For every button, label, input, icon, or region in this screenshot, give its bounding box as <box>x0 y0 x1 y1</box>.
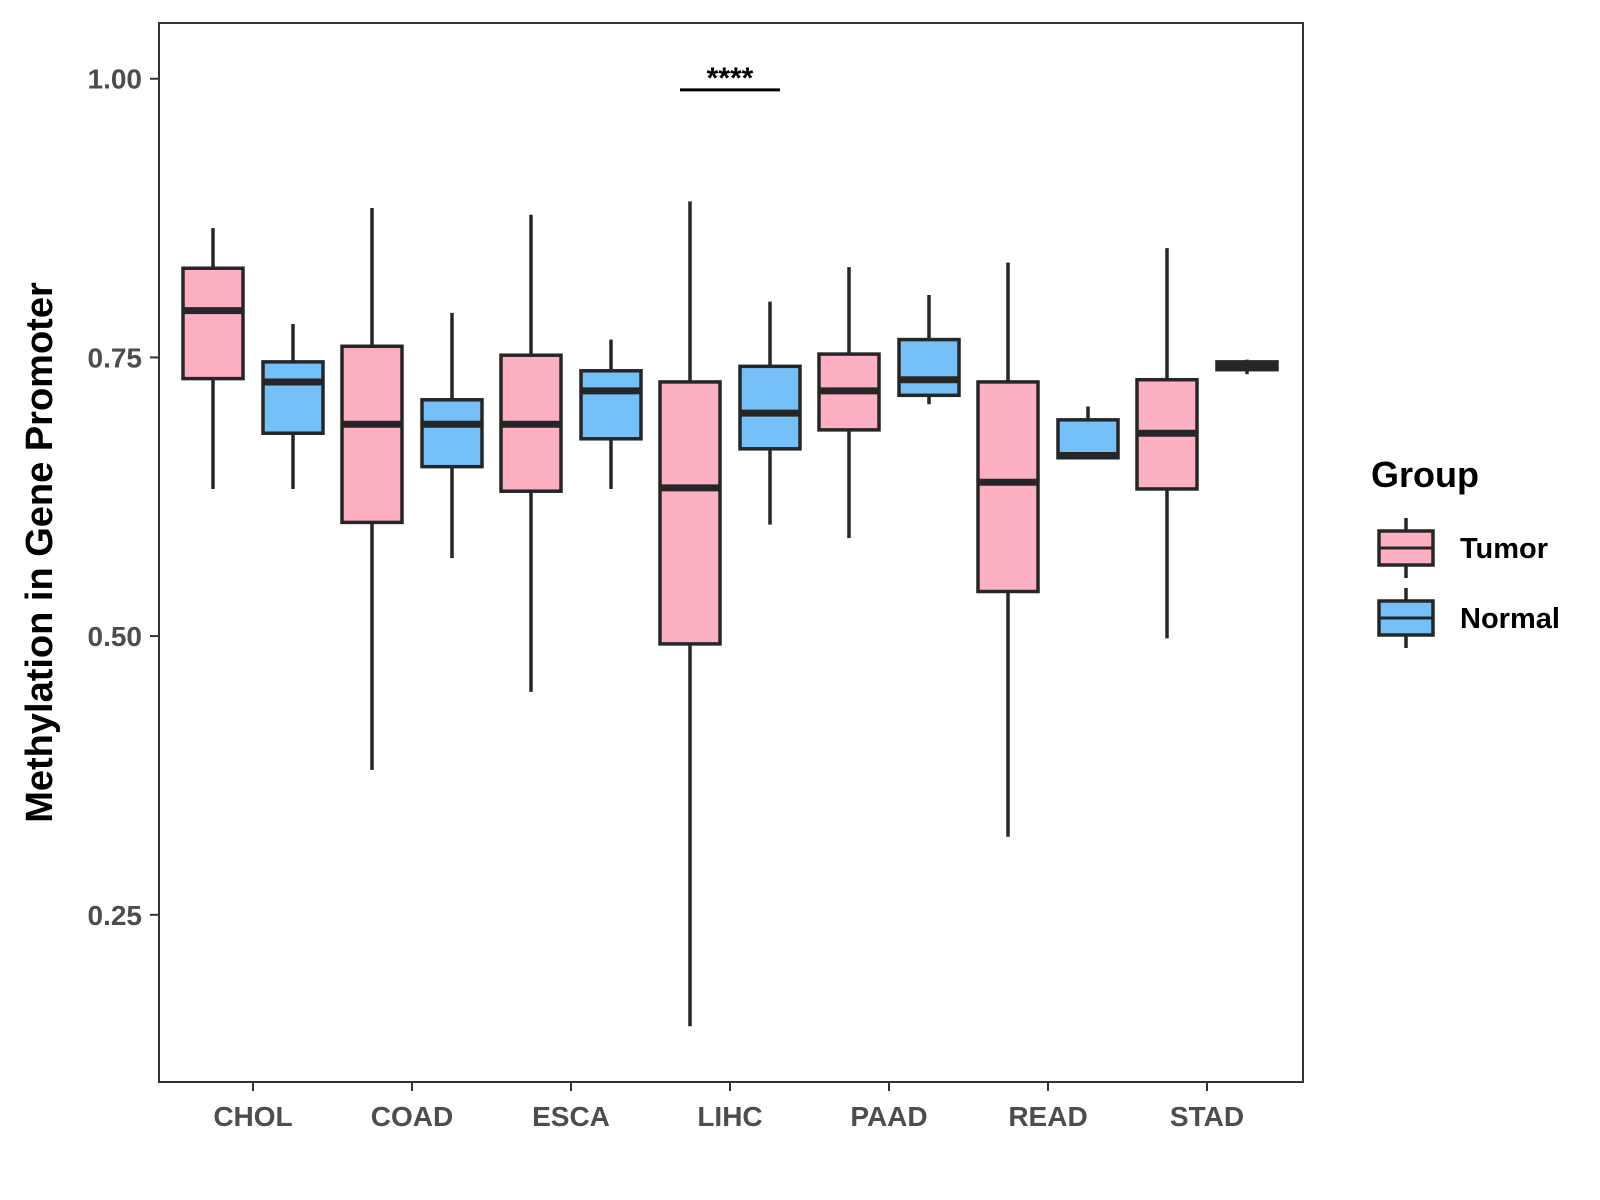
box-iqr <box>183 268 243 378</box>
x-tick-label-stad: STAD <box>1170 1101 1244 1132</box>
box-iqr <box>740 366 800 448</box>
y-tick-label: 0.75 <box>88 342 143 373</box>
x-tick-label-chol: CHOL <box>213 1101 292 1132</box>
chart-background <box>0 0 1600 1200</box>
box-iqr <box>978 382 1038 592</box>
x-tick-label-esca: ESCA <box>532 1101 610 1132</box>
box-iqr <box>899 340 959 396</box>
x-tick-label-paad: PAAD <box>850 1101 927 1132</box>
legend-title: Group <box>1371 454 1479 495</box>
box-iqr <box>422 400 482 467</box>
y-tick-label: 0.25 <box>88 900 143 931</box>
legend-label: Tumor <box>1460 533 1548 565</box>
box-iqr <box>581 371 641 439</box>
x-tick-label-lihc: LIHC <box>697 1101 762 1132</box>
y-axis-title: Methylation in Gene Promoter <box>19 282 61 823</box>
x-tick-label-read: READ <box>1008 1101 1087 1132</box>
boxplot-chart: **** 0.25 0.50 0.75 1.00 CHOL COAD ESCA LIHC PAA… <box>0 0 1600 1200</box>
y-tick-label: 0.50 <box>88 621 143 652</box>
legend-label: Normal <box>1460 603 1560 635</box>
box-iqr <box>342 346 402 522</box>
significance-label: **** <box>707 62 754 95</box>
box-iqr <box>263 362 323 433</box>
box-iqr <box>660 382 720 644</box>
y-tick-label: 1.00 <box>88 64 143 95</box>
x-tick-label-coad: COAD <box>371 1101 453 1132</box>
